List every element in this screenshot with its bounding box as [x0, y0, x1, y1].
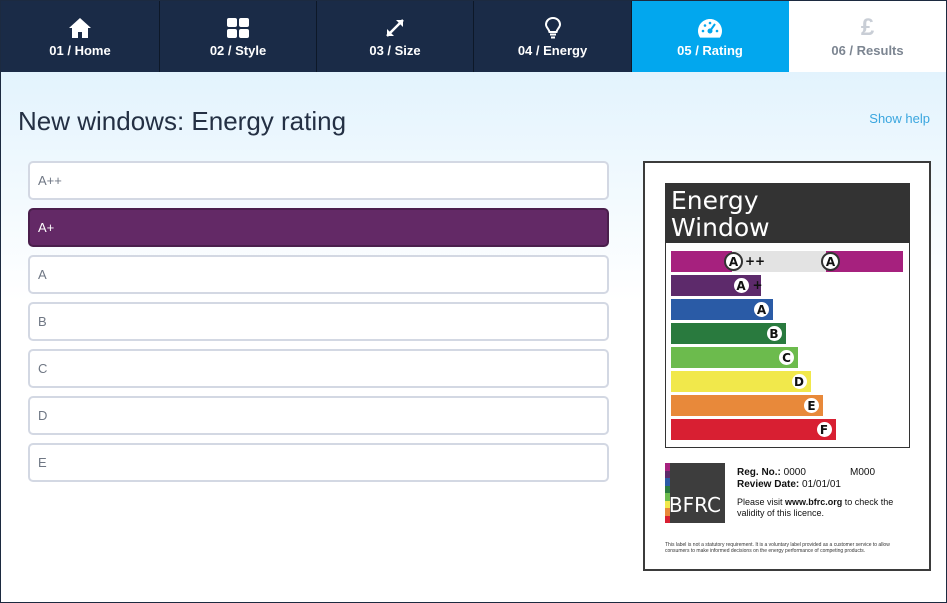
bfrc-logo-text: BFRC: [668, 493, 721, 517]
energy-band: B: [671, 323, 907, 344]
energy-label-title-line2: Window: [671, 213, 770, 242]
label-fine-print: This label is not a statutory requiremen…: [665, 542, 890, 554]
nav-tab-label: 02 / Style: [209, 43, 267, 58]
bfrc-logo-stripes: [665, 463, 670, 523]
energy-band: F: [671, 419, 907, 440]
validity-text-post: to check the validity of this licence.: [737, 497, 894, 518]
energy-band-bar: [671, 323, 786, 344]
bfrc-stripe: [665, 493, 670, 501]
energy-band-suffix: ++: [745, 254, 766, 268]
bfrc-website: www.bfrc.org: [785, 497, 843, 507]
energy-band-bar: [671, 251, 732, 272]
bfrc-stripe: [665, 500, 670, 508]
review-date-value: 01/01/01: [802, 479, 841, 490]
energy-band: A +: [671, 275, 907, 296]
rating-indicator-letter: A: [821, 252, 840, 271]
energy-band-letter: D: [789, 372, 809, 391]
bfrc-stripe: [665, 485, 670, 493]
lightbulb-icon: [544, 15, 561, 41]
rating-option[interactable]: A: [28, 255, 609, 294]
energy-label-card: Energy Window A ++ A A + A B C D E F BFRC Reg. No.…: [643, 161, 931, 571]
energy-band-bar: [671, 371, 811, 392]
rating-options: A++ A+ A B C D E: [28, 161, 609, 490]
nav-tab-label: 04 / Energy: [517, 43, 588, 58]
energy-band-letter: F: [814, 420, 834, 439]
energy-band-letter: A: [752, 300, 771, 319]
bfrc-stripe: [665, 478, 670, 486]
nav-tab-2[interactable]: 02 / Style: [160, 1, 317, 72]
nav-tab-5[interactable]: 05 / Rating: [632, 1, 789, 72]
rating-option[interactable]: D: [28, 396, 609, 435]
energy-band: A ++ A: [671, 251, 907, 272]
energy-band: A: [671, 299, 907, 320]
rating-option[interactable]: A+: [28, 208, 609, 247]
rating-option[interactable]: E: [28, 443, 609, 482]
bfrc-stripe: [665, 508, 670, 516]
resize-icon: [384, 15, 406, 41]
energy-label-title-line1: Energy: [671, 186, 759, 215]
energy-band-letter: B: [764, 324, 784, 343]
rating-option[interactable]: B: [28, 302, 609, 341]
energy-band-letter: E: [802, 396, 821, 415]
energy-band-letter: A: [731, 276, 751, 295]
rating-indicator-arrow: [826, 251, 903, 272]
reg-number-value: 0000: [783, 467, 806, 478]
nav-tab-label: 05 / Rating: [677, 43, 743, 58]
reg-number-line: Reg. No.: 0000 M000: [737, 467, 907, 479]
nav-tab-label: 01 / Home: [49, 43, 111, 58]
nav-tab-label: 03 / Size: [369, 43, 421, 58]
home-icon: [68, 15, 92, 41]
step-navigation: 01 / Home 02 / Style 03 / Size 04 / Energy 0…: [1, 1, 946, 72]
nav-tab-3[interactable]: 03 / Size: [317, 1, 474, 72]
nav-tab-label: 06 / Results: [831, 43, 904, 58]
energy-bands: A ++ A A + A B C D E F: [671, 251, 907, 443]
bfrc-stripe: [665, 470, 670, 478]
page-title: New windows: Energy rating: [18, 106, 347, 136]
nav-tab-1[interactable]: 01 / Home: [1, 1, 160, 72]
review-date-label: Review Date:: [737, 479, 800, 490]
model-number: M000: [850, 467, 876, 478]
pound-icon: £: [860, 14, 875, 41]
bfrc-stripe: [665, 463, 670, 471]
energy-band: D: [671, 371, 907, 392]
energy-band: C: [671, 347, 907, 368]
energy-band-bar: [671, 347, 798, 368]
validity-text: Please visit www.bfrc.org to check the v…: [737, 497, 907, 519]
reg-number-label: Reg. No.:: [737, 467, 781, 478]
bfrc-stripe: [665, 515, 670, 523]
gauge-icon: [697, 15, 723, 41]
energy-band-bar: [671, 299, 773, 320]
rating-option[interactable]: A++: [28, 161, 609, 200]
review-date-line: Review Date: 01/01/01: [737, 479, 907, 491]
energy-band-letter: A: [724, 252, 743, 271]
registration-info: Reg. No.: 0000 M000 Review Date: 01/01/0…: [737, 467, 907, 519]
energy-band: E: [671, 395, 907, 416]
energy-band-suffix: +: [752, 278, 763, 292]
energy-band-letter: C: [777, 348, 796, 367]
nav-tab-4[interactable]: 04 / Energy: [474, 1, 632, 72]
validity-text-pre: Please visit: [737, 497, 783, 507]
show-help-link[interactable]: Show help: [869, 111, 930, 126]
energy-band-bar: [671, 419, 836, 440]
energy-label-chart: Energy Window A ++ A A + A B C D E F: [665, 183, 910, 448]
bfrc-logo: BFRC: [665, 463, 725, 523]
energy-band-bar: [671, 395, 823, 416]
rating-option[interactable]: C: [28, 349, 609, 388]
energy-label-title: Energy Window: [666, 184, 909, 243]
rating-indicator-track: [732, 251, 826, 272]
nav-tab-6[interactable]: £06 / Results: [789, 1, 946, 72]
grid-icon: [226, 15, 250, 41]
